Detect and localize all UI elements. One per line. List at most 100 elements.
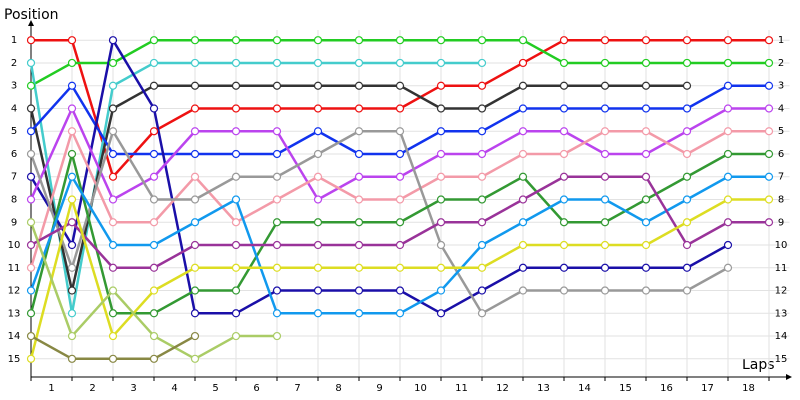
point [600,195,610,204]
point [518,58,528,68]
point [764,58,774,68]
point [149,309,159,318]
point [26,309,36,318]
point [26,127,36,136]
point [764,81,774,90]
x-tick-label: 13 [537,383,550,394]
point [313,263,323,272]
point [313,104,323,113]
point [313,286,323,295]
point [436,195,446,204]
point [600,127,610,136]
point [26,331,36,341]
point [764,149,774,159]
point [190,218,200,227]
series-line [29,38,729,315]
point [518,286,528,295]
point [723,195,733,204]
y-tick-label: 8 [11,195,17,206]
point [190,263,200,272]
y-tick-label-right: 15 [775,354,788,365]
point [559,149,569,159]
x-tick-label: 15 [619,383,632,394]
point [231,36,241,45]
point [26,58,36,68]
point [190,58,200,68]
point [272,240,282,250]
point [682,104,692,113]
point [26,195,36,204]
point [149,58,159,68]
point [477,263,487,272]
y-tick-label-right: 8 [778,195,784,206]
point [272,36,282,45]
point [231,195,241,204]
point [641,172,651,181]
point [149,240,159,250]
point [641,104,651,113]
point [26,36,36,45]
y-tick-label-right: 1 [778,35,784,46]
y-tick-label-right: 10 [775,240,788,251]
point [436,286,446,295]
point [190,240,200,250]
point [26,104,36,113]
x-tick-label: 7 [294,383,300,394]
y-tick-label-right: 13 [775,308,788,319]
point [149,286,159,295]
y-tick-label: 15 [8,354,21,365]
point [682,286,692,295]
point [395,195,405,204]
point [395,104,405,113]
point [190,331,200,341]
y-tick-label: 10 [8,240,21,251]
y-tick-label: 1 [11,35,17,46]
point [67,218,77,227]
point [723,104,733,113]
point [641,286,651,295]
y-tick-label: 6 [11,149,17,160]
point [354,81,364,90]
point [108,309,118,318]
point [682,240,692,250]
point [395,127,405,136]
point [559,240,569,250]
point [559,104,569,113]
y-tick-label-right: 7 [778,172,784,183]
point [559,58,569,68]
point [641,149,651,159]
point [518,127,528,136]
point [477,127,487,136]
point [354,104,364,113]
point [313,240,323,250]
point [600,81,610,90]
point [67,36,77,45]
point [231,331,241,341]
point [764,127,774,136]
point [354,172,364,181]
point [518,240,528,250]
point [272,331,282,341]
y-tick-label: 7 [11,172,17,183]
point [149,36,159,45]
point [108,218,118,227]
point [108,195,118,204]
x-tick-label: 11 [455,383,468,394]
y-tick-label: 3 [11,81,17,92]
point [682,263,692,272]
point [395,36,405,45]
x-tick-label: 17 [701,383,714,394]
x-tick-label: 9 [376,383,382,394]
point [641,127,651,136]
x-tick-label: 14 [578,383,591,394]
point [354,218,364,227]
point [67,58,77,68]
point [231,127,241,136]
y-tick-label: 9 [11,217,17,228]
point [354,58,364,68]
point [641,218,651,227]
point [190,36,200,45]
x-tick-label: 8 [335,383,341,394]
point [354,127,364,136]
point [764,218,774,227]
